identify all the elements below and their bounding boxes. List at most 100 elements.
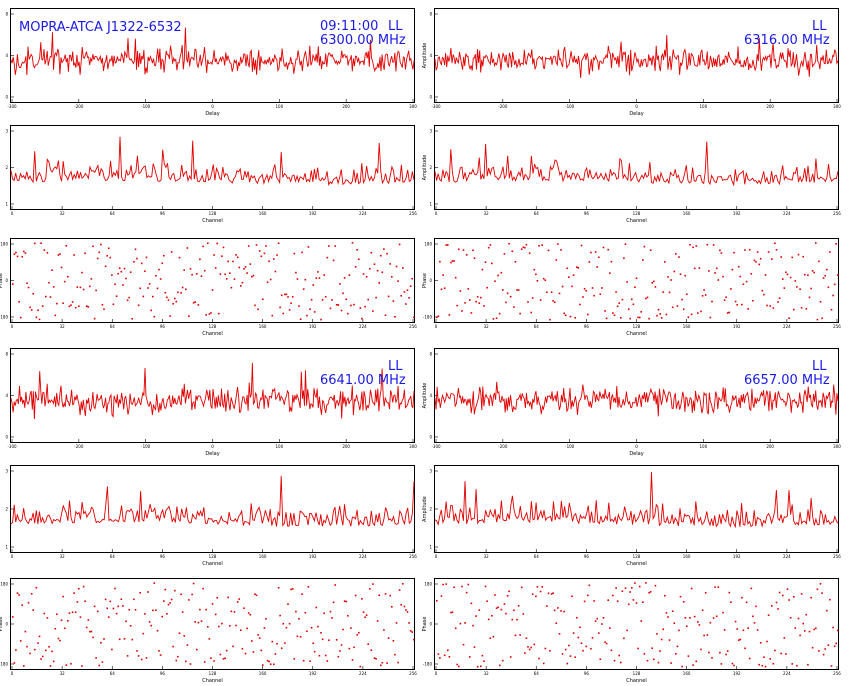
data-point [71,611,74,614]
data-point [230,286,233,289]
data-point [686,293,688,296]
data-point [500,608,503,611]
data-point [530,311,532,314]
data-point [163,254,165,257]
data-point [657,661,660,664]
data-point [664,594,666,597]
panel-delay-4: -300 -200 -100 0 100 200 300 0 4 8 Delay Amplitude [422,348,841,457]
data-point [232,645,234,648]
data-point [115,295,118,297]
data-point [503,603,506,605]
data-point [607,599,609,601]
data-point [224,273,226,276]
data-point [445,583,447,585]
x-tick-label: 0 [211,104,214,109]
data-point [640,620,642,622]
data-point [693,267,696,270]
data-point [560,249,562,251]
data-point [296,278,299,280]
data-point [756,629,759,631]
data-point [461,585,463,588]
data-point [260,255,263,258]
data-point [73,592,75,594]
x-tick-label: 192 [733,211,741,216]
data-point [637,647,639,650]
data-point [48,281,50,284]
data-point [508,242,510,245]
data-point [664,261,666,263]
data-point [731,268,734,271]
x-tick-label: 64 [534,211,540,216]
data-point [722,611,724,614]
data-point [219,653,222,656]
data-point [620,317,622,319]
data-point [117,605,119,608]
data-point [492,635,495,638]
data-point [719,651,721,654]
data-point [546,291,548,294]
data-point [331,299,333,301]
data-point [819,301,822,303]
x-tick-label: 160 [259,671,267,676]
data-point [125,277,127,280]
data-point [112,607,115,610]
data-point [654,584,657,587]
plot-frame [10,465,415,553]
data-point [520,248,523,250]
data-point [472,624,474,627]
data-point [293,658,296,660]
data-point [332,601,335,604]
data-point [320,632,322,634]
data-point [43,249,46,251]
data-point [571,285,573,288]
y-tick-label: 3 [5,469,8,474]
data-point [266,659,269,662]
data-point [502,289,504,291]
data-point [513,306,515,308]
plot-frame [434,348,839,443]
data-point [827,286,830,289]
data-point [260,649,263,652]
freq-label-1: 6300.00 MHz [320,33,406,48]
x-tick-label: 0 [11,671,14,676]
data-point [436,316,438,319]
data-point [772,662,775,665]
data-point [67,620,69,622]
x-tick-label: 200 [342,444,350,449]
data-point [533,643,536,646]
x-tick-label: 64 [534,554,540,559]
data-point [342,628,344,631]
data-point [347,312,349,315]
data-point [516,618,518,621]
data-point [671,306,674,309]
data-point [326,256,329,259]
data-point [131,318,134,320]
data-point [821,592,823,594]
data-point [681,665,683,668]
data-point [152,295,154,298]
y-tick-label: 0 [5,95,8,100]
data-point [731,662,734,665]
data-point [170,251,173,253]
y-axis-label: Phase [0,273,4,288]
data-point [38,318,41,321]
data-point [583,600,586,603]
x-tick-label: 300 [833,444,841,449]
x-tick-label: -200 [498,444,508,449]
data-point [720,663,723,665]
x-tick-label: 32 [484,211,490,216]
x-tick-label: 300 [409,104,417,109]
data-point [227,596,229,599]
data-point [372,310,374,312]
y-tick-label: 8 [429,352,432,357]
data-point [561,653,564,655]
data-point [486,600,488,602]
data-point [178,632,181,634]
data-point [150,309,152,312]
data-point [268,260,270,262]
data-point [309,308,311,310]
data-point [697,312,699,314]
data-point [701,609,704,612]
data-point [616,305,619,308]
data-point [142,295,145,298]
